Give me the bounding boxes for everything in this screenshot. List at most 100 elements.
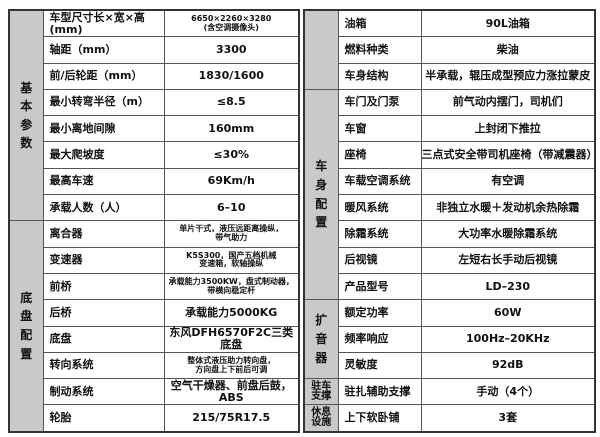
spec-value: 6–10	[163, 194, 300, 222]
spec-value: ≤30%	[163, 141, 300, 169]
table-row: 后桥 承载能力5000KG	[9, 299, 300, 327]
table-row: 灵敏度 92dB	[304, 351, 596, 380]
spec-value: ≤8.5	[163, 88, 300, 117]
table-row: 车载空调系统 有空调	[304, 167, 596, 196]
spec-value: 空气干燥器、前盘后鼓，ABS	[163, 378, 300, 406]
table-row: 轴距（mm） 3300	[9, 36, 300, 64]
table-row: 座椅 三点式安全带司机座椅（带减震器）	[304, 141, 598, 169]
spec-label: 灵敏度	[337, 351, 422, 380]
table-row: 前桥 承载能力3500KW，盘式制动器， 带横向稳定杆	[9, 272, 300, 301]
category-cell: 扩音器	[303, 299, 339, 380]
spec-label: 油箱	[337, 9, 422, 38]
spec-label: 轴距（mm）	[42, 36, 165, 64]
spec-label: 最小离地间隙	[42, 115, 165, 143]
table-row: 频率响应 100Hz–20KHz	[304, 325, 596, 353]
category-label: 基本参数	[20, 80, 33, 151]
spec-label: 轮胎	[42, 404, 165, 433]
spec-label: 车身结构	[337, 62, 422, 90]
table-row: 制动系统 空气干燥器、前盘后鼓，ABS	[9, 378, 300, 406]
table-row: 最小离地间隙 160mm	[9, 115, 300, 143]
spec-label: 驻扎辅助支撑	[337, 378, 422, 406]
spec-value: 有空调	[420, 167, 596, 196]
spec-value: 160mm	[163, 115, 300, 143]
table-row: 车身配置 车门及门泵 前气动内摆门，司机们	[303, 88, 596, 301]
table-row: 前/后轮距（mm） 1830/1600	[9, 62, 300, 90]
spec-value: 整体式液压助力转向盘， 方向盘上下前后可调	[163, 351, 300, 380]
category-label: 车身配置	[315, 159, 328, 230]
spec-value: K5S300，国产五档机械 变速箱，软轴操纵	[163, 246, 300, 274]
spec-value: 6650×2260×3280 (含空调摄像头)	[163, 9, 300, 38]
category-cell	[303, 9, 339, 90]
category-label: 驻车支撑	[311, 380, 332, 402]
table-row: 驻车支撑 驻扎辅助支撑 手动（4个）	[303, 378, 596, 406]
spec-label: 最小转弯半径（m）	[42, 88, 165, 117]
spec-value: 三点式安全带司机座椅（带减震器）	[420, 141, 598, 169]
spec-value: 上封闭下推拉	[420, 115, 596, 143]
spec-label: 前/后轮距（mm）	[42, 62, 165, 90]
spec-value: 承载能力3500KW，盘式制动器， 带横向稳定杆	[163, 272, 300, 301]
spec-value: 左短右长手动后视镜	[420, 246, 596, 274]
table-row: 扩音器 额定功率 60W	[303, 299, 596, 380]
table-row: 休息设施 上下软卧铺 3套	[303, 404, 596, 433]
spec-label: 车门及门泵	[337, 88, 422, 117]
category-label: 休息设施	[311, 407, 332, 429]
spec-label: 最高车速	[42, 167, 165, 196]
spec-label: 离合器	[42, 220, 165, 248]
spec-label: 车型尺寸长×宽×高(mm)	[42, 9, 165, 38]
spec-value: 单片干式，液压远距离操纵， 带气助力	[163, 220, 300, 248]
category-cell: 休息设施	[303, 404, 339, 433]
spec-label: 燃料种类	[337, 36, 422, 64]
table-row: 油箱 90L油箱	[303, 9, 596, 90]
category-cell: 基本参数	[8, 9, 44, 222]
spec-value: 非独立水暖＋发动机余热除霜	[420, 194, 596, 222]
table-row: 最高车速 69Km/h	[9, 167, 300, 196]
table-row: 最小转弯半径（m） ≤8.5	[9, 88, 300, 117]
spec-value: 69Km/h	[163, 167, 300, 196]
spec-value: 92dB	[420, 351, 596, 380]
spec-value: 半承载，辊压成型预应力涨拉蒙皮	[420, 62, 596, 90]
table-row: 转向系统 整体式液压助力转向盘， 方向盘上下前后可调	[9, 351, 300, 380]
spec-label: 暖风系统	[337, 194, 422, 222]
spec-value: 3套	[420, 404, 596, 433]
category-label: 底盘配置	[20, 290, 33, 361]
spec-label: 车载空调系统	[337, 167, 422, 196]
table-row: 后视镜 左短右长手动后视镜	[304, 246, 596, 274]
table-row: 承载人数（人） 6–10	[9, 194, 300, 222]
spec-label: 除霜系统	[337, 220, 422, 248]
table-row: 底盘配置 离合器 单片干式，液压远距离操纵， 带气助力	[8, 220, 300, 433]
spec-label: 座椅	[337, 141, 422, 169]
spec-label: 频率响应	[337, 325, 422, 353]
spec-label: 承载人数（人）	[42, 194, 165, 222]
spec-table-left: 基本参数 车型尺寸长×宽×高(mm) 6650×2260×3280 (含空调摄像头)…	[8, 9, 300, 433]
table-row: 车窗 上封闭下推拉	[304, 115, 596, 143]
spec-value: 东风DFH6570F2C三类底盘	[163, 325, 300, 353]
spec-value: 90L油箱	[420, 9, 596, 38]
table-row: 燃料种类 柴油	[304, 36, 596, 64]
spec-label: 变速器	[42, 246, 165, 274]
table-row: 车身结构 半承载，辊压成型预应力涨拉蒙皮	[304, 62, 596, 90]
spec-label: 后桥	[42, 299, 165, 327]
category-cell: 车身配置	[303, 88, 339, 301]
spec-label: 转向系统	[42, 351, 165, 380]
spec-value: 承载能力5000KG	[163, 299, 300, 327]
spec-value: 60W	[420, 299, 596, 327]
spec-value: 1830/1600	[163, 62, 300, 90]
spec-label: 后视镜	[337, 246, 422, 274]
spec-label: 车窗	[337, 115, 422, 143]
table-row: 产品型号 LD–230	[304, 272, 596, 301]
table-row: 最大爬坡度 ≤30%	[9, 141, 300, 169]
category-label: 扩音器	[315, 313, 328, 365]
spec-label: 上下软卧铺	[337, 404, 422, 433]
spec-value: 大功率水暖除霜系统	[420, 220, 596, 248]
spec-value: 手动（4个）	[420, 378, 596, 406]
spec-value: 前气动内摆门，司机们	[420, 88, 596, 117]
table-row: 底盘 东风DFH6570F2C三类底盘	[9, 325, 300, 353]
category-cell: 驻车支撑	[303, 378, 339, 406]
spec-label: 产品型号	[337, 272, 422, 301]
table-row: 基本参数 车型尺寸长×宽×高(mm) 6650×2260×3280 (含空调摄像头)	[8, 9, 300, 222]
table-row: 除霜系统 大功率水暖除霜系统	[304, 220, 596, 248]
spec-value: LD–230	[420, 272, 596, 301]
spec-label: 底盘	[42, 325, 165, 353]
spec-value: 柴油	[420, 36, 596, 64]
spec-label: 制动系统	[42, 378, 165, 406]
